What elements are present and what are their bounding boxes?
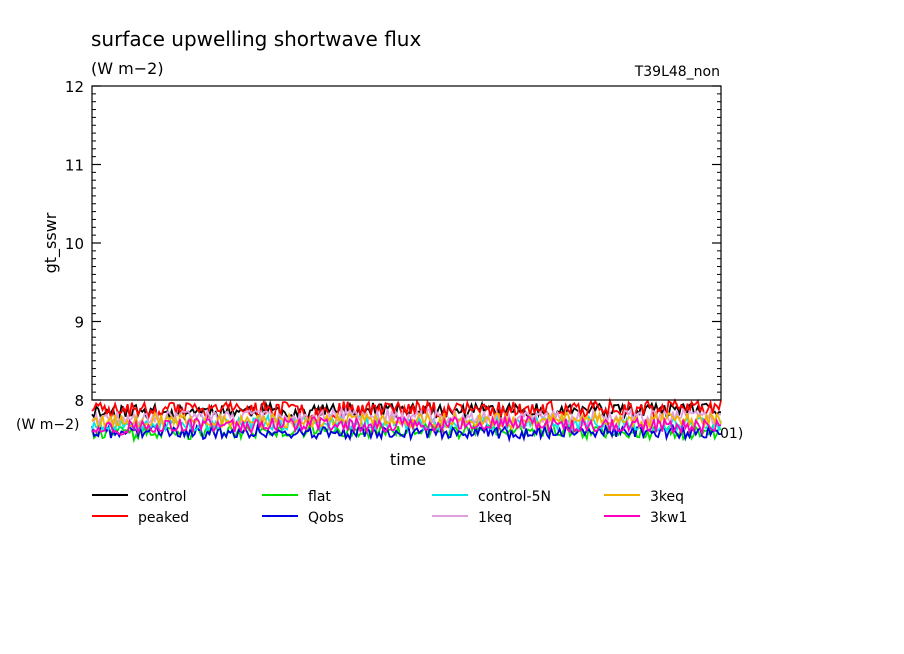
axis-ticks: 12 11 10 9 8 xyxy=(65,78,721,410)
y-tick-label: 11 xyxy=(65,157,84,175)
series-lines xyxy=(91,397,722,444)
y-axis-label: gt_sswr xyxy=(41,212,61,273)
y-tick-label: 9 xyxy=(74,314,84,332)
legend-label-flat: flat xyxy=(308,489,331,505)
legend-label-Qobs: Qobs xyxy=(308,510,344,526)
units-label: (W m−2) xyxy=(91,59,164,78)
legend-label-1keq: 1keq xyxy=(478,510,512,526)
run-label: T39L48_non xyxy=(634,64,720,80)
plot-frame xyxy=(91,85,722,401)
y-tick-label: 12 xyxy=(65,78,84,96)
y-side-units: (W m−2) xyxy=(16,417,80,433)
legend-label-control-5N: control-5N xyxy=(478,489,551,505)
x-axis-label: time xyxy=(390,450,426,469)
series-line-3kw1 xyxy=(91,414,722,437)
y-tick-label: 10 xyxy=(65,235,84,253)
x-side-fragment: 01) xyxy=(720,426,743,442)
legend-label-peaked: peaked xyxy=(138,510,189,526)
chart-title: surface upwelling shortwave flux xyxy=(91,27,421,51)
legend: control peaked flat Qobs control-5N 1keq 3keq 3… xyxy=(92,489,687,526)
legend-label-3kw1: 3kw1 xyxy=(650,510,687,526)
series-line-peaked xyxy=(91,397,722,421)
y-tick-label: 8 xyxy=(74,392,84,410)
legend-label-control: control xyxy=(138,489,187,505)
legend-label-3keq: 3keq xyxy=(650,489,684,505)
